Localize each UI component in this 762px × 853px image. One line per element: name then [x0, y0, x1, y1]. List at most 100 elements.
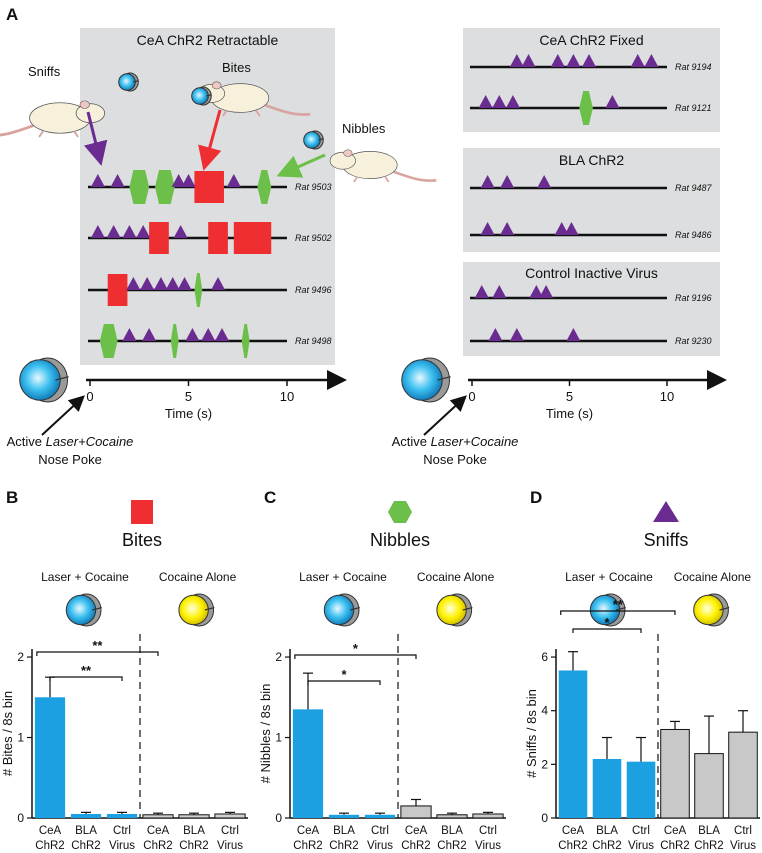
x-tick-label: 10 [660, 389, 674, 404]
sniff-event [480, 175, 495, 188]
nose-poke-label: Nose Poke [38, 452, 102, 467]
x-tick-label: BLA [441, 825, 463, 837]
laser-icon [118, 72, 139, 92]
arrow [276, 153, 326, 178]
bar [34, 697, 66, 818]
laser-face [19, 359, 61, 401]
group-label: Laser + Cocaine [41, 570, 129, 584]
group-label: Cocaine Alone [674, 570, 752, 584]
chart-title: Bites [122, 530, 162, 550]
x-tick-label: Virus [628, 840, 654, 852]
bar [694, 753, 724, 819]
laser-arrow [92, 607, 102, 611]
arrow [423, 395, 467, 436]
x-tick-label: ChR2 [35, 840, 64, 852]
sniff-event [226, 174, 241, 187]
label-part: Laser+Cocaine [46, 434, 134, 449]
laser-icon [323, 593, 360, 627]
x-tick-label: ChR2 [437, 840, 466, 852]
sniff-event [509, 54, 524, 67]
rat-legs [38, 130, 79, 138]
rat-label: Rat 9486 [675, 230, 712, 240]
panel-letter: B [6, 488, 18, 507]
sniff-event [171, 174, 186, 187]
x-tick-label: ChR2 [329, 840, 358, 852]
bar [70, 813, 102, 818]
bar [106, 813, 138, 818]
x-tick-label: ChR2 [558, 840, 587, 852]
legend-marker [388, 501, 412, 523]
significance-label: * [353, 641, 359, 656]
y-tick-label: 1 [17, 731, 24, 745]
rat-label: Rat 9487 [675, 183, 713, 193]
rat-label: Rat 9503 [295, 182, 332, 192]
x-tick-label: 0 [86, 389, 93, 404]
bar [214, 813, 246, 819]
sniff-event [214, 328, 229, 341]
significance-bracket [36, 651, 159, 656]
sniff-event [211, 277, 226, 290]
sniff-event [539, 285, 554, 298]
nibble-event [99, 324, 118, 358]
y-tick-label: 1 [275, 731, 282, 745]
y-tick-label: 0 [541, 811, 548, 825]
sniff-event [122, 225, 137, 238]
bar [472, 813, 504, 819]
label-part: Laser+Cocaine [431, 434, 519, 449]
laser-face [303, 131, 321, 149]
significance-bracket [49, 676, 123, 681]
x-tick-label: ChR2 [694, 840, 723, 852]
rat-ear [79, 100, 90, 109]
sniff-event [177, 277, 192, 290]
rat-ear [211, 81, 222, 90]
y-tick-label: 4 [541, 704, 548, 718]
sniff-event [140, 277, 155, 290]
x-tick-label: CeA [39, 825, 62, 837]
sniff-event [550, 54, 565, 67]
x-tick-label: Virus [475, 840, 501, 852]
sniff-event [480, 222, 495, 235]
rat-legs [353, 176, 390, 183]
nibble-event [170, 324, 179, 358]
significance-bracket [560, 610, 676, 615]
legend-marker [131, 500, 153, 524]
bar [558, 670, 588, 818]
laser-icon [178, 593, 215, 627]
panel-letter: A [6, 5, 18, 24]
group-title: Control Inactive Virus [525, 265, 658, 281]
significance-bracket [572, 628, 642, 633]
laser-face [693, 594, 724, 626]
significance-bracket [294, 654, 417, 659]
rat-tail [0, 124, 34, 137]
panel-background [463, 28, 720, 132]
bite-event [233, 222, 272, 254]
sniff-event [106, 225, 121, 238]
x-axis-label: Time (s) [546, 406, 593, 421]
sniff-event [554, 222, 569, 235]
x-tick-label: 5 [185, 389, 192, 404]
y-axis-label: # Nibbles / 8s bin [258, 684, 273, 784]
bite-event [194, 171, 224, 203]
laser-face [436, 594, 467, 626]
sniff-event [537, 175, 552, 188]
arrow [198, 109, 222, 171]
bar [364, 814, 396, 818]
x-tick-label: Ctrl [221, 825, 239, 837]
y-tick-label: 2 [541, 757, 548, 771]
sniff-event [492, 95, 507, 108]
sniff-event [181, 174, 196, 187]
figure-content: CeA ChR2 Retractable CeA ChR2 Fixed BLA Ch… [0, 28, 760, 852]
behavior-label: Sniffs [28, 64, 61, 79]
nibble-event [194, 273, 203, 307]
sniff-event [136, 225, 151, 238]
sniff-event [529, 285, 544, 298]
sniff-event [185, 328, 200, 341]
sniff-event [492, 285, 507, 298]
arrow [41, 395, 85, 436]
group-title: BLA ChR2 [559, 152, 625, 168]
rat-drawing [329, 149, 437, 183]
rat-label: Rat 9502 [295, 233, 332, 243]
bar [728, 731, 758, 819]
x-tick-label: BLA [183, 825, 205, 837]
sniff-event [90, 225, 105, 238]
